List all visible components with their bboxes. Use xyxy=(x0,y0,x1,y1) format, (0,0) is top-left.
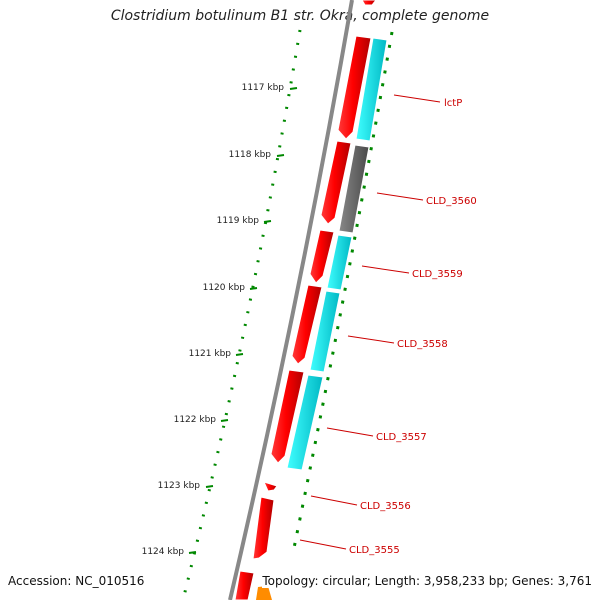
gene-label-CLD_3555: CLD_3555 xyxy=(349,545,400,556)
cds-CLD_3557 xyxy=(286,374,324,471)
cds-CLD_3559 xyxy=(326,234,353,291)
gene-label-CLD_3558: CLD_3558 xyxy=(397,339,448,350)
cds-lctP xyxy=(355,37,388,142)
tick-mark xyxy=(289,87,298,90)
tick-mark xyxy=(220,419,229,422)
tick-mark xyxy=(205,485,214,488)
tick-labels: 1117 kbp 1118 kbp 1119 kbp 1120 kbp 1121… xyxy=(142,83,285,557)
genome-summary-text: Topology: circular; Length: 3,958,233 bp… xyxy=(262,574,592,588)
genome-backbone xyxy=(228,0,354,600)
tick-label: 1120 kbp xyxy=(203,283,246,293)
gene-CLD_3558-arrow xyxy=(291,284,323,365)
leader-line xyxy=(310,495,358,506)
tick-label: 1123 kbp xyxy=(158,481,201,491)
gene-label-CLD_3559: CLD_3559 xyxy=(412,269,463,280)
tick-label: 1117 kbp xyxy=(242,83,285,93)
gene-label-lctP: lctP xyxy=(444,98,462,109)
gene-label-CLD_3560: CLD_3560 xyxy=(426,196,477,207)
cds-track xyxy=(286,37,388,471)
accession-text: Accession: NC_010516 xyxy=(8,574,145,588)
gene-top-arrow xyxy=(361,0,377,6)
leader-line xyxy=(361,265,410,274)
leader-line xyxy=(299,539,347,550)
tick-label: 1121 kbp xyxy=(189,349,232,359)
tick-label: 1122 kbp xyxy=(174,415,217,425)
gene-CLD_3557-arrow xyxy=(270,369,305,464)
gene-CLD_3560-arrow xyxy=(320,140,352,225)
tick-label: 1124 kbp xyxy=(142,547,185,557)
gene-lctP-arrow xyxy=(337,35,372,140)
gene-partial-arrow xyxy=(234,570,255,600)
tick-label: 1119 kbp xyxy=(217,216,260,226)
gene-labels: lctP CLD_3560 CLD_3559 CLD_3558 CLD_3557… xyxy=(349,98,477,556)
leader-line xyxy=(326,427,374,437)
tick-mark xyxy=(188,551,197,554)
forward-genes xyxy=(234,0,377,600)
gene-CLD_3556-arrow xyxy=(263,481,278,492)
tick-marks xyxy=(188,87,298,554)
map-title: Clostridium botulinum B1 str. Okra, comp… xyxy=(110,8,490,24)
cds-CLD_3560 xyxy=(338,144,370,234)
tick-mark xyxy=(263,220,272,223)
leader-line xyxy=(347,335,395,344)
leader-line xyxy=(393,94,441,103)
tick-mark xyxy=(249,287,258,290)
gene-label-CLD_3556: CLD_3556 xyxy=(360,501,411,512)
orange-feature xyxy=(256,586,272,600)
tick-ring-dots xyxy=(181,29,302,600)
gene-CLD_3555-arrow xyxy=(252,496,275,560)
gene-CLD_3559-arrow xyxy=(309,229,335,284)
tick-label: 1118 kbp xyxy=(229,150,272,160)
tick-mark xyxy=(276,154,285,157)
leader-line xyxy=(376,192,424,201)
gene-label-CLD_3557: CLD_3557 xyxy=(376,432,427,443)
tick-mark xyxy=(235,353,244,356)
label-leaders xyxy=(299,94,441,550)
cds-CLD_3558 xyxy=(309,290,341,373)
